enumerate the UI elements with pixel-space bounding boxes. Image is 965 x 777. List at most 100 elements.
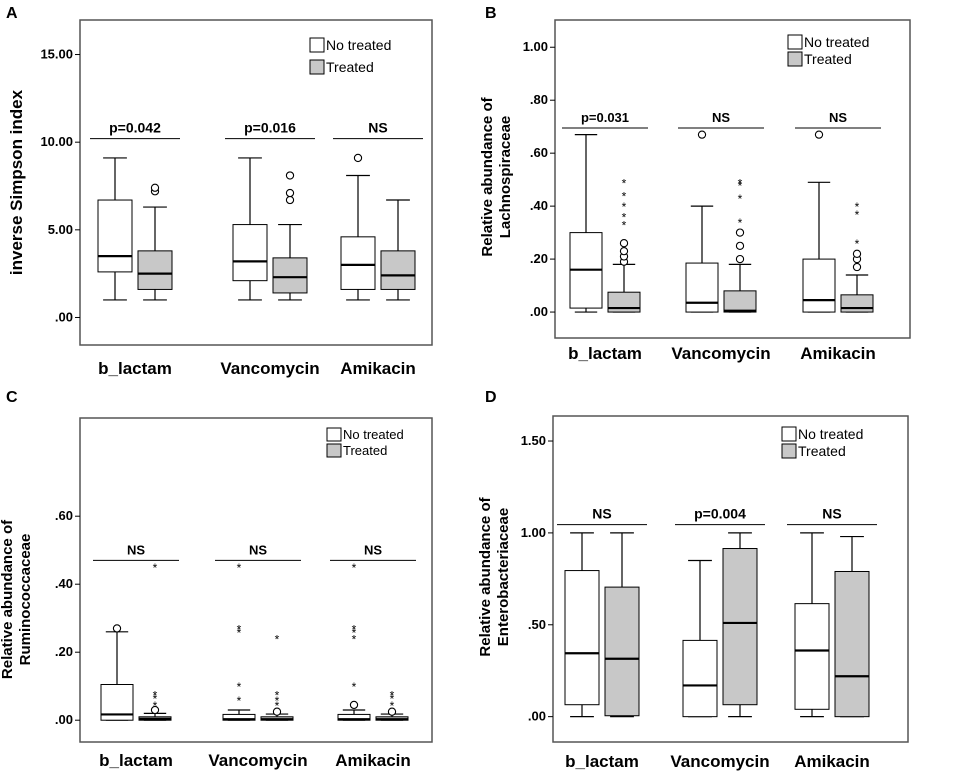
- significance-label: NS: [368, 120, 387, 136]
- box-no-treated: [340, 153, 376, 301]
- significance-label: NS: [822, 506, 841, 522]
- outlier-circle: [735, 254, 745, 264]
- panel-letter: C: [6, 389, 18, 406]
- extreme-star: *: [738, 192, 743, 206]
- legend-swatch-treated: [787, 51, 803, 67]
- outlier-circle: [619, 246, 629, 256]
- significance-label: p=0.031: [581, 110, 629, 125]
- box-no-treated: [97, 157, 133, 301]
- box-no-treated: [794, 532, 830, 718]
- outlier-circle: [353, 153, 363, 163]
- significance-label: NS: [127, 542, 145, 557]
- extreme-star: *: [352, 680, 357, 694]
- box-treated: [380, 199, 416, 301]
- extreme-star: *: [275, 633, 280, 647]
- extreme-star: *: [390, 692, 395, 706]
- iqr-box: [723, 290, 757, 313]
- outlier-circle: [735, 228, 745, 237]
- significance-label: p=0.042: [109, 120, 161, 136]
- panel-letter: D: [485, 389, 497, 406]
- y-tick-label: .00: [528, 709, 546, 724]
- plot-frame: [554, 19, 911, 339]
- panel-b: B .00 .20 .40 .60 .80 1.00 Relative abundance o…: [479, 5, 911, 363]
- x-category-label: b_lactam: [99, 751, 173, 770]
- legend-label-no-treated: No treated: [804, 34, 869, 50]
- y-tick-label: 15.00: [40, 47, 73, 62]
- extreme-star: *: [153, 699, 158, 713]
- extreme-star: *: [622, 219, 627, 233]
- box-treated: [272, 171, 308, 301]
- outlier-circle: [387, 707, 397, 716]
- legend-swatch-no-treated: [309, 37, 325, 53]
- iqr-box: [722, 548, 758, 706]
- y-tick-label: .60: [530, 145, 548, 160]
- significance-label: p=0.004: [694, 506, 746, 522]
- legend-swatch-treated: [309, 59, 325, 75]
- outlier-circle: [852, 249, 862, 258]
- significance-label: NS: [712, 110, 730, 125]
- iqr-box: [794, 603, 830, 710]
- box-treated: [604, 532, 640, 718]
- extreme-star: *: [153, 561, 158, 575]
- box-treated: ****: [723, 176, 757, 313]
- extreme-star: *: [390, 699, 395, 713]
- legend-swatch-no-treated: [781, 426, 797, 442]
- box-treated: [137, 183, 173, 301]
- y-tick-label: .00: [530, 304, 548, 319]
- extreme-star: *: [237, 626, 242, 640]
- x-category-label: b_lactam: [568, 344, 642, 363]
- box-no-treated: *****: [337, 561, 371, 721]
- legend-label-no-treated: No treated: [798, 426, 863, 442]
- box-no-treated: [564, 532, 600, 718]
- panel-a: A .00 5.00 10.00 15.00 inverse Simpson index b…: [6, 5, 433, 378]
- plot-frame: [79, 417, 433, 743]
- iqr-box: [840, 294, 874, 313]
- extreme-star: *: [237, 694, 242, 708]
- box-no-treated: [100, 624, 134, 721]
- box-treated: *****: [607, 176, 641, 313]
- extreme-star: *: [237, 680, 242, 694]
- significance-label: NS: [592, 506, 611, 522]
- y-tick-label: .20: [530, 251, 548, 266]
- outlier-circle: [285, 171, 295, 180]
- legend-swatch-treated: [326, 443, 342, 458]
- outlier-circle: [285, 195, 295, 205]
- y-tick-label: .20: [55, 644, 73, 659]
- extreme-star: *: [352, 561, 357, 575]
- outlier-circle: [285, 188, 295, 198]
- box-treated: ****: [260, 633, 294, 721]
- y-tick-label: 5.00: [48, 222, 73, 237]
- outlier-circle: [852, 262, 862, 272]
- box-no-treated: [569, 134, 603, 313]
- extreme-star: *: [352, 626, 357, 640]
- panel-c: C .00 .20 .40 .60 Relative abundance ofRumino…: [0, 389, 433, 770]
- panel-letter: A: [6, 5, 18, 22]
- y-axis-label: Relative abundance ofEnterobacteriaceae: [477, 496, 512, 656]
- outlier-circle: [697, 130, 707, 139]
- extreme-star: *: [855, 208, 860, 222]
- extreme-star: *: [352, 622, 357, 636]
- extreme-star: *: [622, 176, 627, 190]
- significance-label: p=0.016: [244, 120, 296, 136]
- x-category-label: b_lactam: [565, 752, 639, 771]
- x-category-label: Amikacin: [794, 752, 870, 771]
- x-category-label: Vancomycin: [671, 344, 770, 363]
- extreme-star: *: [622, 211, 627, 225]
- iqr-box: [604, 586, 640, 717]
- significance-label: NS: [249, 542, 267, 557]
- iqr-box: [685, 262, 719, 313]
- x-category-label: b_lactam: [98, 359, 172, 378]
- extreme-star: *: [237, 622, 242, 636]
- extreme-star: *: [622, 190, 627, 204]
- plot-frame: [79, 19, 433, 346]
- extreme-star: *: [352, 633, 357, 647]
- box-treated: [722, 532, 758, 718]
- extreme-star: *: [275, 699, 280, 713]
- box-no-treated: [232, 157, 268, 301]
- x-category-label: Vancomycin: [208, 751, 307, 770]
- y-tick-label: 1.00: [523, 39, 548, 54]
- iqr-box: [340, 236, 376, 290]
